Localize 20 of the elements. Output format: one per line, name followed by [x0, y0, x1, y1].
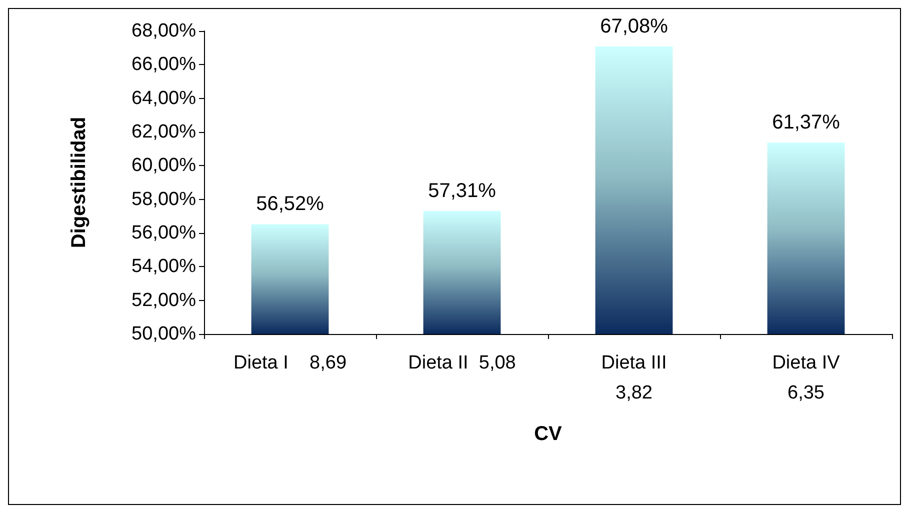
x-tick-label: Dieta I 8,69: [233, 352, 347, 374]
y-tick-label: 50,00%: [132, 324, 196, 344]
y-tick-label: 64,00%: [132, 88, 196, 109]
data-label: 57,31%: [428, 180, 496, 202]
y-tick-label: 68,00%: [132, 20, 196, 42]
x-axis-title: CV: [534, 423, 563, 445]
x-tick-label: Dieta III 3,82: [601, 352, 667, 404]
y-tick-label: 52,00%: [132, 290, 196, 311]
y-tick-label: 66,00%: [132, 54, 196, 76]
y-tick-label: 54,00%: [132, 256, 196, 278]
data-label: 61,37%: [772, 112, 840, 134]
data-label: 56,52%: [256, 193, 324, 216]
data-label: 67,08%: [600, 15, 668, 38]
y-tick-label: 60,00%: [132, 155, 196, 176]
y-tick-label: 56,00%: [132, 222, 196, 244]
y-axis-title: Digestibilidad: [68, 116, 90, 248]
x-tick-label: Dieta II 5,08: [408, 352, 516, 374]
x-tick-label: Dieta IV 6,35: [772, 352, 840, 404]
y-tick-label: 58,00%: [132, 188, 196, 210]
y-tick-label: 62,00%: [132, 122, 196, 142]
